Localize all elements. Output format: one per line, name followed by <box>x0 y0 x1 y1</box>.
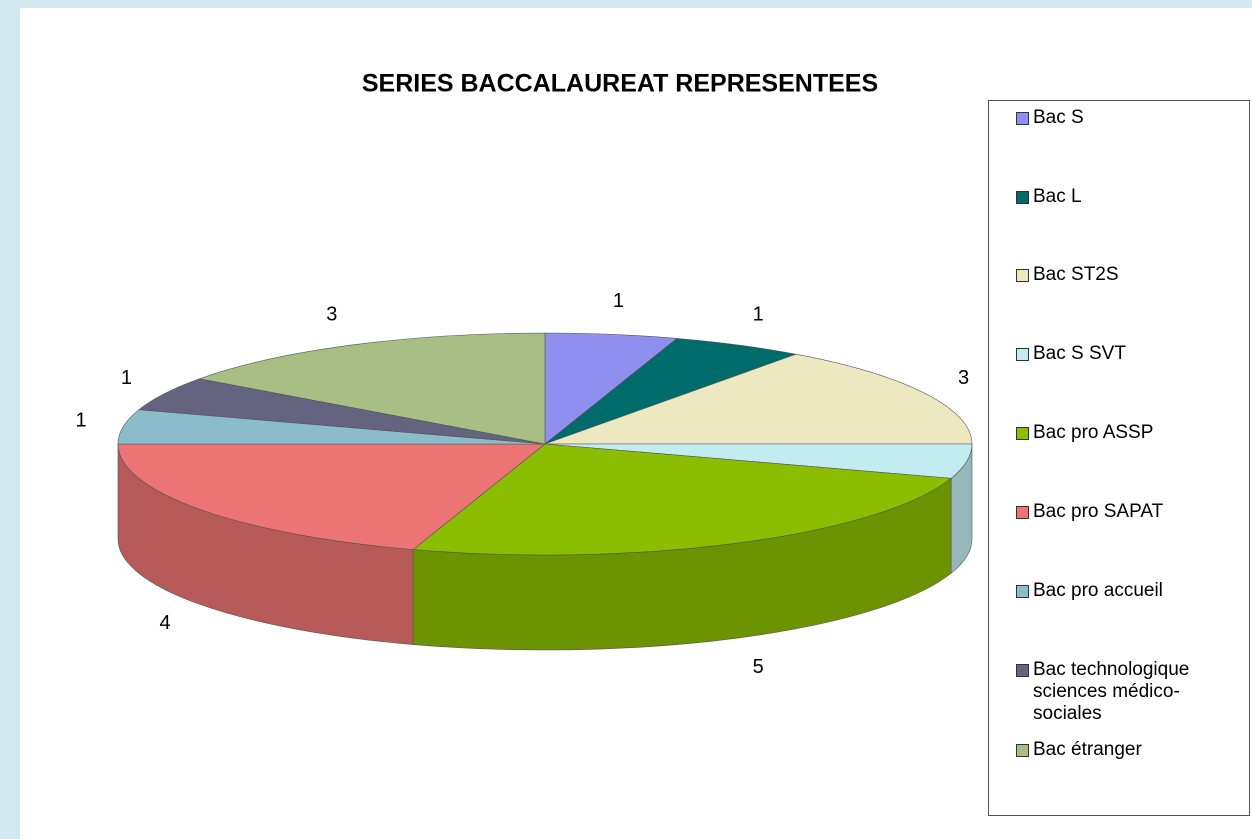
slice <box>117 443 546 550</box>
data-label: 1 <box>76 410 87 432</box>
data-label: 1 <box>753 304 764 326</box>
legend-swatch <box>1016 427 1029 440</box>
legend-item: Bac technologique sciences médico-social… <box>1013 659 1243 725</box>
data-label: 1 <box>613 290 624 312</box>
data-label: 3 <box>958 367 969 389</box>
legend-label: Bac S <box>1033 107 1084 128</box>
legend-item: Bac L <box>1013 186 1243 208</box>
legend-item: Bac ST2S <box>1013 264 1243 286</box>
legend-swatch <box>1016 585 1029 598</box>
legend-item: Bac S SVT <box>1013 343 1243 365</box>
legend-swatch <box>1016 664 1029 677</box>
legend-item: Bac pro ASSP <box>1013 422 1243 444</box>
legend-item: Bac S <box>1013 107 1243 129</box>
data-label: 5 <box>753 656 764 678</box>
legend-swatch <box>1016 191 1029 204</box>
data-label: 4 <box>159 612 170 634</box>
slice <box>412 443 952 556</box>
data-label: 1 <box>121 367 132 389</box>
legend-label: Bac technologique sciences médico-social… <box>1033 659 1190 724</box>
legend-swatch <box>1016 348 1029 361</box>
legend-label: Bac pro SAPAT <box>1033 501 1164 522</box>
legend-label: Bac pro ASSP <box>1033 422 1154 443</box>
legend-swatch <box>1016 269 1029 282</box>
legend-label: Bac étranger <box>1033 739 1142 760</box>
legend-label: Bac ST2S <box>1033 264 1119 285</box>
data-label: 3 <box>326 304 337 326</box>
legend-item: Bac étranger <box>1013 739 1243 761</box>
legend-label: Bac pro accueil <box>1033 580 1163 601</box>
legend-swatch <box>1016 112 1029 125</box>
legend-swatch <box>1016 506 1029 519</box>
legend-item: Bac pro SAPAT <box>1013 501 1243 523</box>
slice <box>544 353 973 445</box>
legend-label: Bac L <box>1033 186 1082 207</box>
chart-title: SERIES BACCALAUREAT REPRESENTEES <box>362 70 878 98</box>
slice <box>198 332 546 445</box>
legend-label: Bac S SVT <box>1033 343 1126 364</box>
legend-swatch <box>1016 744 1029 757</box>
legend: Bac S Bac L Bac ST2S Bac S SVT Bac pro ASSP B… <box>988 100 1250 816</box>
legend-item: Bac pro accueil <box>1013 580 1243 602</box>
